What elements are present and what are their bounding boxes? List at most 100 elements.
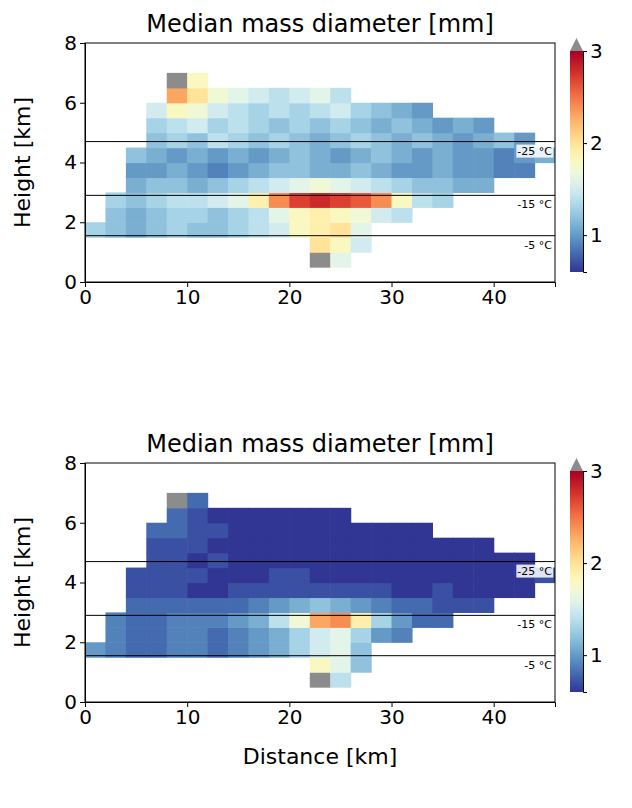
cell — [126, 207, 147, 223]
label-patch — [516, 145, 553, 158]
cell — [351, 148, 372, 164]
cell — [248, 148, 269, 164]
cell — [146, 103, 167, 119]
cell — [412, 523, 433, 539]
cell — [228, 583, 249, 599]
cell — [167, 538, 188, 554]
colorbar-axis-line — [584, 52, 588, 273]
y-tick-mark — [80, 43, 85, 44]
cell — [187, 508, 208, 524]
colorbar-tick-label: 1 — [590, 643, 603, 667]
y-tick: 6 — [64, 511, 85, 535]
cell — [494, 148, 515, 164]
cell — [105, 612, 126, 628]
cell — [371, 583, 392, 599]
colorbar-tick-mark — [583, 143, 587, 144]
cell — [392, 103, 413, 119]
cell — [453, 553, 474, 569]
cell — [167, 612, 188, 628]
cell — [371, 553, 392, 569]
cell — [371, 192, 392, 208]
colorbar-tick-mark — [583, 655, 587, 656]
cell — [167, 148, 188, 164]
isotherm-label: -5 °C — [524, 239, 552, 252]
isotherm-label-group: -5 °C — [523, 659, 553, 672]
cell — [351, 627, 372, 643]
cell — [392, 523, 413, 539]
colorbar-tick-mark — [583, 471, 587, 472]
cell — [289, 163, 310, 179]
cell — [432, 133, 453, 149]
cell — [289, 207, 310, 223]
y-tick-label: 4 — [64, 570, 77, 594]
cell — [187, 597, 208, 613]
cell — [453, 148, 474, 164]
cell — [289, 103, 310, 119]
cell — [371, 177, 392, 193]
isotherm-label-group: -5 °C — [523, 239, 553, 252]
x-tick-label: 10 — [175, 285, 200, 309]
cell — [330, 568, 351, 584]
cell — [289, 568, 310, 584]
cell — [310, 597, 331, 613]
cell — [187, 538, 208, 554]
colorbar-tick: 3 — [583, 39, 603, 63]
cell — [126, 192, 147, 208]
cell — [187, 73, 208, 89]
cell — [126, 163, 147, 179]
x-tick-label: 30 — [379, 705, 404, 729]
cell — [248, 553, 269, 569]
cell — [208, 523, 229, 539]
cell — [432, 192, 453, 208]
cell — [187, 612, 208, 628]
cell — [248, 583, 269, 599]
cell — [269, 627, 290, 643]
cell — [392, 627, 413, 643]
isotherm-line — [85, 655, 555, 656]
cell — [146, 148, 167, 164]
cell — [146, 207, 167, 223]
label-patch — [516, 565, 553, 578]
cell — [105, 192, 126, 208]
cell — [187, 493, 208, 509]
cell — [310, 627, 331, 643]
cell — [248, 192, 269, 208]
cell — [248, 538, 269, 554]
cell — [228, 538, 249, 554]
cell — [310, 118, 331, 134]
cell — [167, 163, 188, 179]
cell — [126, 597, 147, 613]
cell — [187, 583, 208, 599]
cell — [371, 612, 392, 628]
x-tick: 30 — [379, 282, 404, 309]
isotherm-line — [85, 141, 555, 142]
cell — [412, 133, 433, 149]
cell — [351, 612, 372, 628]
cell — [371, 118, 392, 134]
cell — [310, 672, 331, 688]
x-tick-label: 20 — [277, 285, 302, 309]
cell — [187, 627, 208, 643]
cell — [269, 508, 290, 524]
y-tick-mark — [80, 463, 85, 464]
cell — [187, 118, 208, 134]
colorbar-tick-label: 3 — [590, 39, 603, 63]
panel: -25 °C-15 °C-5 °C01020304002468Median ma… — [10, 10, 603, 309]
x-tick-label: 0 — [79, 705, 92, 729]
cell — [371, 627, 392, 643]
y-tick: 4 — [64, 150, 85, 174]
colorbar-tick-mark — [583, 563, 587, 564]
cell — [146, 163, 167, 179]
y-tick-mark — [80, 523, 85, 524]
cell — [289, 192, 310, 208]
y-tick-mark — [80, 222, 85, 223]
cell — [473, 568, 494, 584]
cell — [228, 118, 249, 134]
cell — [269, 207, 290, 223]
colorbar-ramp — [570, 471, 583, 692]
cell — [228, 523, 249, 539]
cell — [351, 207, 372, 223]
colorbar-axis-line — [584, 472, 588, 693]
cell — [371, 568, 392, 584]
cell — [432, 163, 453, 179]
